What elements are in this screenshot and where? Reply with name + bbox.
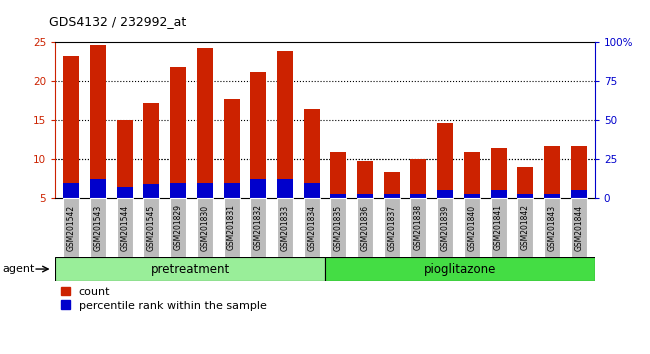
- FancyBboxPatch shape: [491, 198, 506, 257]
- Bar: [544, 194, 560, 198]
- Bar: [277, 51, 293, 198]
- Bar: [491, 190, 506, 198]
- Bar: [224, 98, 240, 198]
- Bar: [410, 159, 426, 198]
- Bar: [117, 187, 133, 198]
- Text: GSM201844: GSM201844: [574, 204, 583, 251]
- Bar: [330, 152, 346, 198]
- Bar: [410, 194, 426, 198]
- Bar: [464, 194, 480, 198]
- FancyBboxPatch shape: [224, 198, 240, 257]
- Bar: [517, 194, 533, 198]
- Bar: [117, 120, 133, 198]
- Bar: [197, 48, 213, 198]
- FancyBboxPatch shape: [250, 198, 266, 257]
- Bar: [517, 167, 533, 198]
- FancyBboxPatch shape: [55, 257, 325, 281]
- FancyBboxPatch shape: [517, 198, 533, 257]
- Bar: [170, 67, 186, 198]
- Bar: [277, 179, 293, 198]
- Text: GSM201544: GSM201544: [120, 204, 129, 251]
- Bar: [250, 179, 266, 198]
- FancyBboxPatch shape: [117, 198, 133, 257]
- Bar: [250, 72, 266, 198]
- Bar: [63, 56, 79, 198]
- FancyBboxPatch shape: [544, 198, 560, 257]
- Text: GSM201838: GSM201838: [414, 205, 423, 250]
- Bar: [90, 45, 106, 198]
- FancyBboxPatch shape: [63, 198, 79, 257]
- Bar: [63, 183, 79, 198]
- FancyBboxPatch shape: [464, 198, 480, 257]
- Text: GSM201839: GSM201839: [441, 204, 450, 251]
- FancyBboxPatch shape: [384, 198, 400, 257]
- Bar: [144, 103, 159, 198]
- FancyBboxPatch shape: [90, 198, 106, 257]
- Text: pioglitazone: pioglitazone: [424, 263, 496, 275]
- Text: GSM201832: GSM201832: [254, 205, 263, 250]
- FancyBboxPatch shape: [357, 198, 373, 257]
- Text: GSM201542: GSM201542: [67, 204, 76, 251]
- Bar: [491, 148, 506, 198]
- Text: GSM201835: GSM201835: [334, 204, 343, 251]
- Text: GSM201840: GSM201840: [467, 204, 476, 251]
- Bar: [224, 183, 240, 198]
- FancyBboxPatch shape: [437, 198, 453, 257]
- Bar: [304, 109, 320, 198]
- Bar: [90, 179, 106, 198]
- Text: GSM201833: GSM201833: [280, 204, 289, 251]
- Text: GSM201843: GSM201843: [547, 204, 556, 251]
- Bar: [571, 190, 587, 198]
- Bar: [357, 194, 373, 198]
- Bar: [437, 190, 453, 198]
- Bar: [571, 146, 587, 198]
- Text: GSM201834: GSM201834: [307, 204, 316, 251]
- Bar: [544, 146, 560, 198]
- FancyBboxPatch shape: [571, 198, 587, 257]
- Text: GSM201841: GSM201841: [494, 205, 503, 250]
- FancyBboxPatch shape: [330, 198, 346, 257]
- Text: GSM201836: GSM201836: [361, 204, 370, 251]
- Text: agent: agent: [3, 264, 35, 274]
- Bar: [464, 152, 480, 198]
- Bar: [144, 184, 159, 198]
- Bar: [357, 161, 373, 198]
- Bar: [384, 194, 400, 198]
- Text: GSM201842: GSM201842: [521, 205, 530, 250]
- FancyBboxPatch shape: [144, 198, 159, 257]
- Bar: [384, 172, 400, 198]
- FancyBboxPatch shape: [197, 198, 213, 257]
- Bar: [330, 194, 346, 198]
- FancyBboxPatch shape: [325, 257, 595, 281]
- Bar: [304, 183, 320, 198]
- FancyBboxPatch shape: [277, 198, 293, 257]
- Text: pretreatment: pretreatment: [151, 263, 229, 275]
- Text: GSM201837: GSM201837: [387, 204, 396, 251]
- Text: GSM201545: GSM201545: [147, 204, 156, 251]
- FancyBboxPatch shape: [304, 198, 320, 257]
- Legend: count, percentile rank within the sample: count, percentile rank within the sample: [61, 287, 266, 310]
- Text: GSM201831: GSM201831: [227, 205, 236, 250]
- FancyBboxPatch shape: [170, 198, 186, 257]
- Text: GDS4132 / 232992_at: GDS4132 / 232992_at: [49, 15, 186, 28]
- Bar: [197, 183, 213, 198]
- Bar: [437, 124, 453, 198]
- FancyBboxPatch shape: [410, 198, 426, 257]
- Text: GSM201543: GSM201543: [94, 204, 103, 251]
- Bar: [170, 183, 186, 198]
- Text: GSM201830: GSM201830: [200, 204, 209, 251]
- Text: GSM201829: GSM201829: [174, 205, 183, 250]
